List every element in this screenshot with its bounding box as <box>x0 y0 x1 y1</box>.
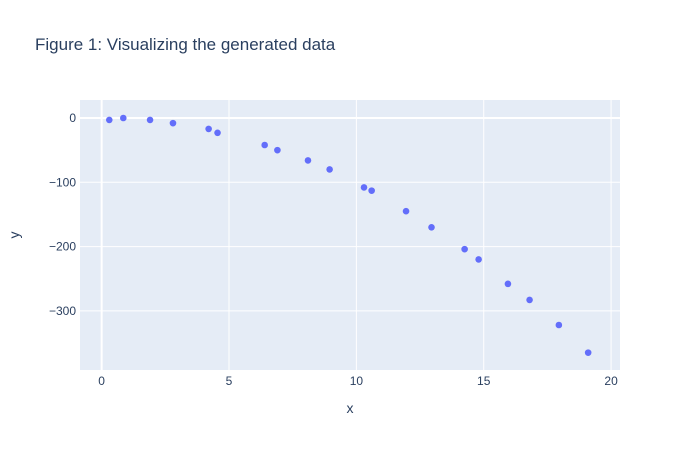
data-point <box>326 166 333 173</box>
data-point <box>428 223 435 231</box>
y-tick-label: −200 <box>49 240 76 254</box>
y-axis-ticks: 0 −100 −200 −300 <box>49 111 76 318</box>
data-point <box>526 296 533 304</box>
data-point <box>304 157 312 164</box>
data-points <box>105 114 592 356</box>
x-tick-label: 10 <box>350 374 364 388</box>
data-point <box>504 280 512 288</box>
plot-area <box>80 100 620 370</box>
data-point <box>402 207 410 215</box>
data-point <box>461 245 468 253</box>
x-tick-label: 5 <box>226 374 233 388</box>
data-point <box>261 141 268 149</box>
chart-title: Figure 1: Visualizing the generated data <box>35 35 336 54</box>
data-point <box>475 256 482 263</box>
data-point <box>368 187 375 194</box>
grid-lines <box>80 100 620 370</box>
data-point <box>555 321 563 329</box>
data-point <box>274 146 281 154</box>
x-tick-label: 20 <box>604 374 618 388</box>
data-point <box>120 114 127 122</box>
y-tick-label: −100 <box>49 175 76 189</box>
data-point <box>360 184 368 191</box>
x-axis-ticks: 0 5 10 15 20 <box>98 374 618 388</box>
x-axis-title: x <box>347 400 354 416</box>
data-point <box>584 349 592 356</box>
data-point <box>205 125 212 133</box>
data-point <box>146 116 154 124</box>
y-tick-label: 0 <box>69 111 76 125</box>
y-tick-label: −300 <box>49 304 76 318</box>
data-point <box>214 129 221 137</box>
data-point <box>105 116 113 124</box>
data-point <box>169 119 177 127</box>
y-axis-title: y <box>6 232 22 239</box>
x-tick-label: 15 <box>477 374 491 388</box>
x-tick-label: 0 <box>98 374 105 388</box>
